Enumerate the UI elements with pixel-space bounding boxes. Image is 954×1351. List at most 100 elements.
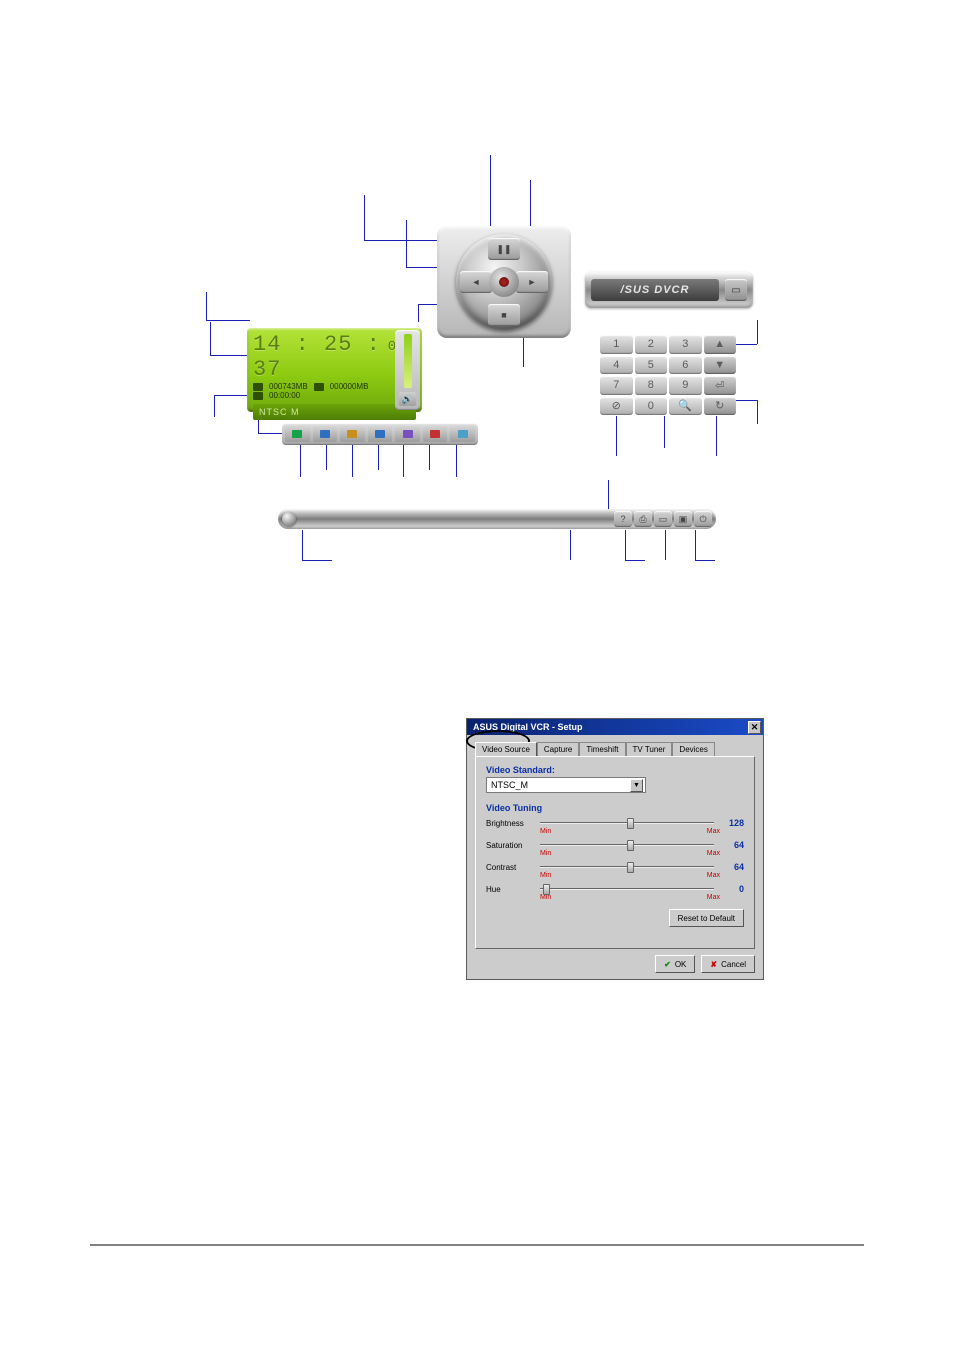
min-label: Min (540, 872, 551, 879)
taskbar-btn-4[interactable]: ⏻ (694, 511, 712, 527)
keypad-fn-1[interactable]: ▼ (704, 356, 737, 375)
setup-dialog: ASUS Digital VCR - Setup ✕ Video SourceC… (466, 718, 764, 980)
volume-meter[interactable] (404, 334, 412, 388)
hue-slider[interactable] (540, 883, 714, 895)
slider-value: 64 (720, 862, 744, 872)
taskbar-btn-0[interactable]: ? (614, 511, 632, 527)
volume-column: 🔊 (395, 330, 420, 410)
speaker-icon[interactable]: 🔊 (399, 392, 416, 406)
disk-icon (253, 383, 263, 391)
toolbar-btn-pref[interactable] (395, 426, 420, 442)
slider-label: Contrast (486, 863, 534, 872)
min-label: Min (540, 828, 551, 835)
reset-to-default-button[interactable]: Reset to Default (669, 909, 744, 927)
record-button[interactable] (489, 267, 519, 297)
keypad-key-2[interactable]: 2 (635, 335, 668, 354)
lcd-clock-main: 14 : 25 : 37 (253, 332, 384, 382)
keypad-key-5[interactable]: 5 (635, 356, 668, 375)
ok-button[interactable]: ✔ OK (655, 955, 695, 973)
keypad-key-0[interactable]: 0 (635, 397, 668, 416)
taskbar-btn-2[interactable]: ▭ (654, 511, 672, 527)
slider-value: 0 (720, 884, 744, 894)
keypad-key-1[interactable]: 1 (600, 335, 633, 354)
tab-devices[interactable]: Devices (672, 742, 714, 756)
video-standard-head: Video Standard: (486, 765, 744, 775)
toolbar-btn-cam[interactable] (368, 426, 393, 442)
toolbar (282, 423, 478, 445)
check-icon: ✔ (664, 960, 671, 969)
slider-row-hue: Hue 0 (486, 883, 744, 895)
transport-dial: ❚❚ ◄ ► ■ (456, 234, 552, 330)
lcd-mode: NTSC M (253, 404, 416, 420)
contrast-slider[interactable] (540, 861, 714, 873)
taskbar-seek-knob[interactable] (282, 512, 296, 526)
max-label: Max (707, 828, 720, 835)
asus-dvcr-min-button[interactable]: ▭ (725, 279, 747, 301)
keypad-key-🔍[interactable]: 🔍 (669, 397, 702, 416)
toolbar-btn-disc[interactable] (340, 426, 365, 442)
toolbar-btn-clip[interactable] (313, 426, 338, 442)
tab-timeshift[interactable]: Timeshift (579, 742, 625, 756)
task-bar: ?⎙▭▣⏻ (278, 509, 716, 529)
toolbar-btn-rec[interactable] (423, 426, 448, 442)
keypad-key-8[interactable]: 8 (635, 376, 668, 395)
slider-value: 64 (720, 840, 744, 850)
x-icon: ✘ (710, 960, 717, 969)
lcd-rec-size: 000000MB (330, 382, 369, 391)
setup-tabs: Video SourceCaptureTimeshiftTV TunerDevi… (475, 741, 715, 755)
taskbar-btn-1[interactable]: ⎙ (634, 511, 652, 527)
page-footer-rule (90, 1244, 864, 1246)
slider-row-brightness: Brightness 128 (486, 817, 744, 829)
video-standard-dropdown[interactable]: NTSC_M ▼ (486, 777, 646, 793)
slider-label: Saturation (486, 841, 534, 850)
keypad-key-6[interactable]: 6 (669, 356, 702, 375)
lcd-elapsed: 00:00:00 (269, 391, 300, 400)
asus-dvcr-bar: /SUS DVCR ▭ (585, 272, 753, 308)
cancel-button[interactable]: ✘ Cancel (701, 955, 755, 973)
pause-button[interactable]: ❚❚ (488, 238, 520, 260)
tab-video-source-page: Video Standard: NTSC_M ▼ Video Tuning Br… (475, 756, 755, 949)
tab-tv-tuner[interactable]: TV Tuner (626, 742, 673, 756)
tab-video-source[interactable]: Video Source (475, 742, 537, 756)
min-label: Min (540, 894, 551, 901)
slider-row-contrast: Contrast 64 (486, 861, 744, 873)
keypad-key-9[interactable]: 9 (669, 376, 702, 395)
tape-icon (314, 383, 324, 391)
close-icon[interactable]: ✕ (748, 721, 761, 734)
reset-label: Reset to Default (678, 914, 735, 923)
ok-label: OK (675, 960, 687, 969)
saturation-slider[interactable] (540, 839, 714, 851)
keypad-fn-0[interactable]: ▲ (704, 335, 737, 354)
setup-dialog-titlebar: ASUS Digital VCR - Setup ✕ (467, 719, 763, 735)
slider-label: Brightness (486, 819, 534, 828)
channel-keypad: 123▲ 456▼ 789⏎ ⊘0🔍↻ (600, 335, 736, 415)
rewind-button[interactable]: ◄ (460, 271, 492, 293)
chevron-down-icon[interactable]: ▼ (630, 779, 643, 792)
slider-row-saturation: Saturation 64 (486, 839, 744, 851)
max-label: Max (707, 894, 720, 901)
brightness-slider[interactable] (540, 817, 714, 829)
max-label: Max (707, 850, 720, 857)
toolbar-btn-fx[interactable] (450, 426, 475, 442)
keypad-key-7[interactable]: 7 (600, 376, 633, 395)
cancel-label: Cancel (721, 960, 746, 969)
setup-dialog-title: ASUS Digital VCR - Setup (473, 722, 583, 732)
keypad-fn-3[interactable]: ↻ (704, 397, 737, 416)
keypad-fn-2[interactable]: ⏎ (704, 376, 737, 395)
max-label: Max (707, 872, 720, 879)
toolbar-btn-card[interactable] (285, 426, 310, 442)
taskbar-btn-3[interactable]: ▣ (674, 511, 692, 527)
slider-label: Hue (486, 885, 534, 894)
forward-button[interactable]: ► (516, 271, 548, 293)
min-label: Min (540, 850, 551, 857)
lcd-used-size: 000743MB (269, 382, 308, 391)
keypad-key-4[interactable]: 4 (600, 356, 633, 375)
keypad-key-3[interactable]: 3 (669, 335, 702, 354)
timer-icon (253, 392, 263, 400)
video-standard-value: NTSC_M (491, 780, 528, 790)
keypad-key-⊘[interactable]: ⊘ (600, 397, 633, 416)
slider-value: 128 (720, 818, 744, 828)
tab-capture[interactable]: Capture (537, 742, 579, 756)
stop-button[interactable]: ■ (488, 304, 520, 326)
lcd-clock: 14 : 25 : 37 073 (253, 332, 416, 382)
